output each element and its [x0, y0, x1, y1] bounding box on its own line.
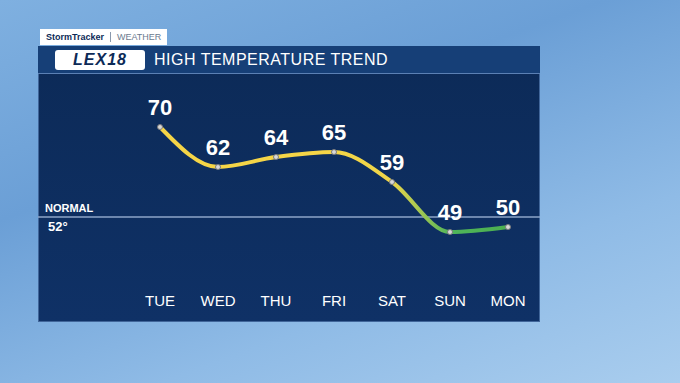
svg-text:SAT: SAT	[378, 292, 406, 309]
svg-text:THU: THU	[261, 292, 292, 309]
svg-text:59: 59	[380, 150, 404, 175]
svg-text:FRI: FRI	[322, 292, 346, 309]
html-text:StormTracker: StormTracker	[46, 32, 104, 42]
svg-text:70: 70	[148, 95, 172, 120]
svg-text:50: 50	[496, 195, 520, 220]
svg-text:MON: MON	[491, 292, 526, 309]
html-text:WEATHER: WEATHER	[117, 32, 162, 42]
html-text:LEX18: LEX18	[73, 51, 127, 68]
svg-text:WED: WED	[201, 292, 236, 309]
html-text:HIGH TEMPERATURE TREND: HIGH TEMPERATURE TREND	[154, 51, 389, 68]
svg-text:62: 62	[206, 135, 230, 160]
svg-text:52°: 52°	[48, 219, 68, 234]
svg-text:49: 49	[438, 200, 462, 225]
svg-text:TUE: TUE	[145, 292, 175, 309]
svg-text:65: 65	[322, 120, 346, 145]
svg-text:64: 64	[264, 125, 289, 150]
svg-text:NORMAL: NORMAL	[45, 202, 94, 214]
svg-text:SUN: SUN	[434, 292, 466, 309]
